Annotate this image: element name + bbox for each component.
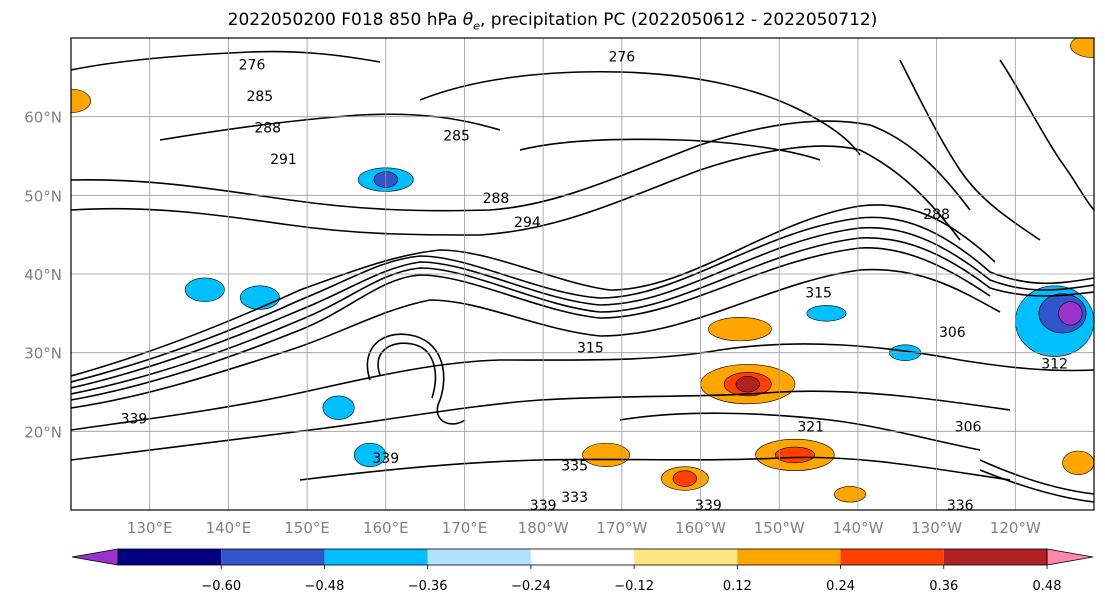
precip-patch <box>1058 301 1083 326</box>
latitude-label: 50°N <box>24 187 62 205</box>
contour-label: 276 <box>239 57 266 73</box>
colorbar-segment <box>943 549 1047 565</box>
colorbar-tick-label: 0.12 <box>723 579 752 594</box>
contour-label: 315 <box>577 341 604 357</box>
gridlines <box>71 38 1094 510</box>
contour-labels: 2762852882912882942762853153152883063123… <box>121 50 1068 514</box>
latitude-label: 20°N <box>24 423 62 441</box>
colorbar-frame <box>117 548 1048 566</box>
longitude-label: 180°W <box>518 519 569 537</box>
contour-label: 285 <box>443 128 470 144</box>
precip-patch <box>708 316 772 342</box>
precip-patch <box>1062 450 1094 475</box>
title-suffix: , precipitation PC (2022050612 - 2022050… <box>479 10 878 30</box>
contour-label: 276 <box>608 50 635 66</box>
latitude-label: 40°N <box>24 266 62 284</box>
contour-label: 291 <box>270 152 297 168</box>
contour-label: 339 <box>530 498 557 514</box>
figure-title: 2022050200 F018 850 hPa θe, precipitatio… <box>0 10 1105 32</box>
colorbar-segment <box>530 549 635 565</box>
map-frame <box>70 37 1095 511</box>
precip-patch <box>184 277 225 302</box>
precip-patch <box>582 442 631 468</box>
contour-label: 288 <box>254 120 281 136</box>
colorbar-tick-label: −0.12 <box>614 579 654 594</box>
contour-label: 339 <box>695 498 722 514</box>
longitude-label: 150°W <box>754 519 805 537</box>
colorbar-high-extend <box>1046 548 1094 566</box>
precip-patch <box>672 470 697 487</box>
precip-patch <box>834 486 867 503</box>
colorbar-tick-label: 0.36 <box>929 579 958 594</box>
colorbar-segment <box>840 549 944 565</box>
longitude-label: 170°W <box>596 519 647 537</box>
precip-patch <box>806 305 847 322</box>
contour-label: 339 <box>121 411 148 427</box>
contour-label: 336 <box>947 498 974 514</box>
colorbar-tick-label: −0.48 <box>305 579 345 594</box>
colorbar-segment <box>324 549 428 565</box>
contour-label: 312 <box>1041 356 1068 372</box>
contour-label: 335 <box>561 459 588 475</box>
colorbar-tick-label: −0.24 <box>511 579 551 594</box>
precip-patch <box>71 88 91 114</box>
precip-patch <box>322 395 355 420</box>
colorbar-low-extend <box>71 548 119 566</box>
contour-label: 294 <box>514 215 541 231</box>
longitude-label: 130°W <box>911 519 962 537</box>
colorbar-tick-label: −0.60 <box>201 579 241 594</box>
colorbar-segment <box>634 549 738 565</box>
contour-label: 321 <box>797 419 824 435</box>
precip-patch <box>774 446 815 464</box>
colorbar-segment <box>118 549 222 565</box>
theta-subscript: e <box>473 19 480 33</box>
contour-label: 288 <box>483 191 510 207</box>
contour-label: 288 <box>923 207 950 223</box>
colorbar-tick-label: 0.48 <box>1033 579 1062 594</box>
contour-label: 306 <box>955 419 982 435</box>
longitude-label: 140°W <box>832 519 883 537</box>
precip-patch <box>1070 38 1094 58</box>
title-prefix: 2022050200 F018 850 hPa <box>227 10 463 30</box>
longitude-label: 160°W <box>675 519 726 537</box>
contour-label: 315 <box>805 286 832 302</box>
colorbar-segment <box>221 549 325 565</box>
longitude-label: 160°E <box>363 519 409 537</box>
colorbar: −0.60 −0.48 −0.36 −0.24 −0.12 0.12 0.24 0.36 0.4… <box>71 548 1094 594</box>
precip-patch <box>735 375 760 393</box>
longitude-labels: 130°E 140°E 150°E 160°E 170°E 180°W 170°W 160°W… <box>127 519 1041 537</box>
map-area: 2762852882912882942762853153152883063123… <box>70 37 1095 514</box>
colorbar-tick-label: −0.36 <box>408 579 448 594</box>
theta-symbol: θ <box>462 10 474 30</box>
longitude-label: 150°E <box>284 519 330 537</box>
longitude-label: 140°E <box>206 519 252 537</box>
contour-label: 339 <box>372 451 399 467</box>
contour-label: 306 <box>939 325 966 341</box>
latitude-label: 30°N <box>24 345 62 363</box>
latitude-label: 60°N <box>24 109 62 127</box>
contour-label: 333 <box>561 490 588 506</box>
precip-patch <box>239 285 280 310</box>
longitude-label: 170°E <box>442 519 488 537</box>
longitude-label: 120°W <box>990 519 1041 537</box>
colorbar-segment <box>737 549 841 565</box>
longitude-label: 130°E <box>127 519 173 537</box>
colorbar-tick-label: 0.24 <box>826 579 855 594</box>
latitude-labels: 60°N 50°N 40°N 30°N 20°N <box>24 109 62 442</box>
colorbar-segment <box>427 549 531 565</box>
contour-label: 285 <box>246 89 273 105</box>
